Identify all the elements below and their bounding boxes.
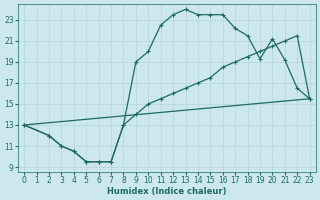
X-axis label: Humidex (Indice chaleur): Humidex (Indice chaleur) xyxy=(107,187,227,196)
